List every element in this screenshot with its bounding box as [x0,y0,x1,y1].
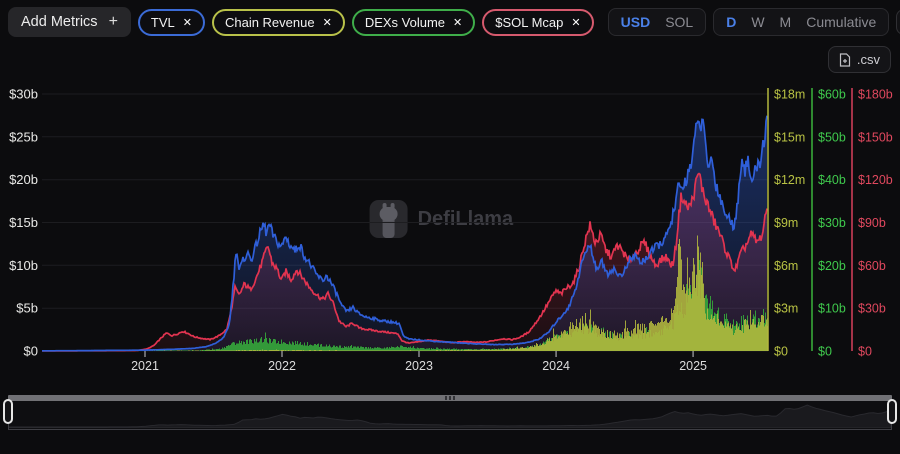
interval-option-cumulative[interactable]: Cumulative [806,14,877,30]
brush-handle-left[interactable] [3,399,13,424]
metric-pill-dexs-volume[interactable]: DEXs Volume ✕ [351,8,476,36]
svg-text:$15b: $15b [9,215,38,230]
brush-scrollbar[interactable] [8,395,892,401]
metric-pill-sol-mcap[interactable]: $SOL Mcap ✕ [482,8,594,36]
brush-minimap-canvas [8,404,892,429]
svg-text:$20b: $20b [9,172,38,187]
svg-text:$0: $0 [858,345,872,359]
currency-option-sol[interactable]: SOL [665,14,694,30]
svg-text:$60b: $60b [858,259,886,273]
svg-text:$30b: $30b [9,87,38,102]
gridlines [42,93,768,352]
x-axis: 2021 2022 2023 2024 2025 [131,351,707,373]
metric-pill-tvl[interactable]: TVL ✕ [137,8,205,36]
left-axis-labels: $0 $5b $10b $15b $20b $25b $30b [9,87,38,359]
svg-text:$90b: $90b [858,216,886,230]
svg-text:$3m: $3m [774,302,798,316]
svg-text:2021: 2021 [131,359,159,373]
close-icon[interactable]: ✕ [182,16,192,29]
svg-text:$12m: $12m [774,173,805,187]
interval-option-daily[interactable]: D [726,14,737,30]
svg-text:2022: 2022 [268,359,296,373]
svg-text:$40b: $40b [818,173,846,187]
interval-toggle: D W M Cumulative [713,8,890,36]
svg-text:$10b: $10b [9,258,38,273]
svg-text:$20b: $20b [818,259,846,273]
metric-pill-label: DEXs Volume [364,14,446,30]
svg-text:$25b: $25b [9,129,38,144]
svg-text:$9m: $9m [774,216,798,230]
currency-toggle: USD SOL [607,8,707,36]
mcap-axis-labels: $0 $30b $60b $90b $120b $150b $180b [858,88,893,359]
interval-option-weekly[interactable]: W [751,14,765,30]
close-icon[interactable]: ✕ [322,16,332,29]
svg-text:$120b: $120b [858,173,893,187]
brush-grip-icon[interactable] [445,396,455,400]
mcap-line [42,172,768,352]
csv-file-icon [839,52,850,67]
close-icon[interactable]: ✕ [453,16,463,29]
revenue-axis-labels: $0 $3m $6m $9m $12m $15m $18m [774,88,805,359]
svg-text:$30b: $30b [858,302,886,316]
metric-pill-chain-revenue[interactable]: Chain Revenue ✕ [211,8,345,36]
csv-row: .csv [0,42,900,78]
svg-text:$60b: $60b [818,88,846,102]
svg-text:$6m: $6m [774,259,798,273]
csv-label: .csv [856,52,880,67]
dexs-axis-labels: $0 $10b $20b $30b $40b $50b $60b [818,88,846,359]
currency-option-usd[interactable]: USD [620,14,651,30]
add-metrics-button[interactable]: Add Metrics + [8,7,131,37]
brush-handle-right[interactable] [887,399,897,424]
brush-minimap[interactable] [8,401,892,430]
svg-text:$18m: $18m [774,88,805,102]
svg-text:$10b: $10b [818,302,846,316]
minimap-silhouette [8,404,892,429]
svg-text:2024: 2024 [542,359,570,373]
chart-area[interactable]: DefiLlama $0 $5b $10b $15b $20b $25b $30b $0 $3m… [0,78,900,386]
svg-text:$50b: $50b [818,130,846,144]
svg-text:$0: $0 [818,345,832,359]
tvl-line [42,115,768,352]
svg-text:$150b: $150b [858,130,893,144]
add-metrics-label: Add Metrics [21,14,98,30]
toolbar: Add Metrics + TVL ✕ Chain Revenue ✕ DEXs… [0,0,900,42]
plus-icon: + [108,13,118,30]
embed-code-button[interactable]: <> [896,9,900,35]
svg-text:$0: $0 [774,345,788,359]
metric-pill-label: Chain Revenue [224,14,315,30]
close-icon[interactable]: ✕ [571,16,581,29]
svg-text:$15m: $15m [774,130,805,144]
download-csv-button[interactable]: .csv [827,46,891,73]
metric-pill-label: $SOL Mcap [495,14,564,30]
metric-pill-label: TVL [150,14,175,30]
interval-option-monthly[interactable]: M [779,14,792,30]
range-selector [0,392,900,442]
svg-text:$30b: $30b [818,216,846,230]
tvl-area [42,115,767,351]
svg-text:2025: 2025 [679,359,707,373]
svg-text:$180b: $180b [858,88,893,102]
chart-canvas[interactable]: $0 $5b $10b $15b $20b $25b $30b $0 $3m $6m $9m $12m… [0,78,900,386]
svg-text:$5b: $5b [16,301,38,316]
svg-text:2023: 2023 [405,359,433,373]
svg-text:$0: $0 [24,344,38,359]
